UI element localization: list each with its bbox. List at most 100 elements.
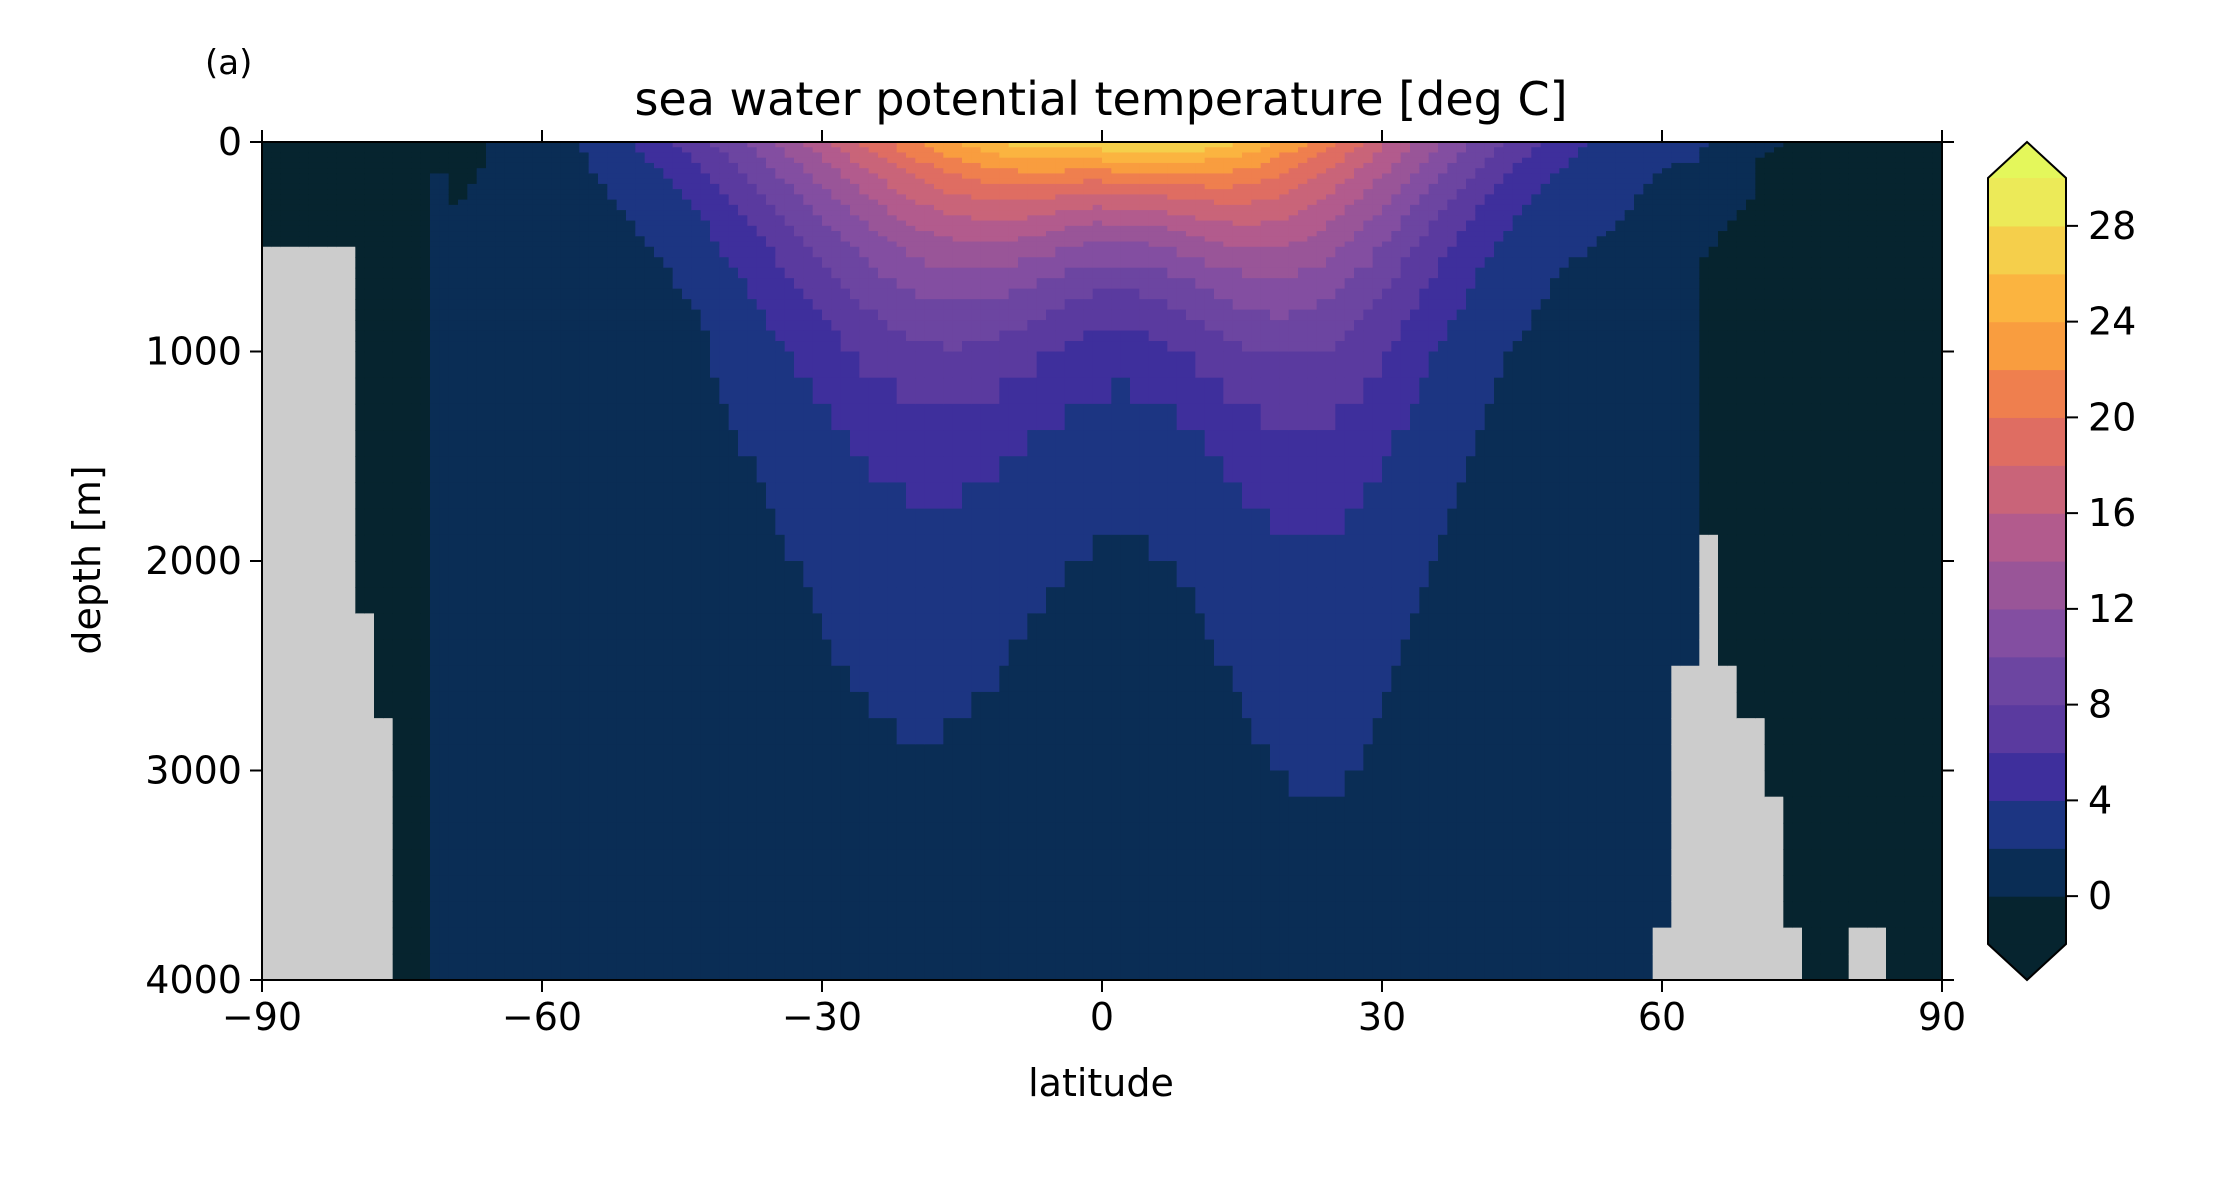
field-cell bbox=[1008, 267, 1019, 279]
field-cell bbox=[812, 225, 823, 232]
field-cell bbox=[486, 341, 496, 353]
field-cell bbox=[1083, 482, 1094, 510]
field-cell bbox=[952, 194, 963, 201]
field-cell bbox=[943, 587, 954, 614]
field-cell bbox=[383, 691, 394, 719]
field-cell bbox=[271, 351, 282, 379]
field-cell bbox=[448, 534, 459, 562]
field-cell bbox=[971, 796, 982, 824]
field-cell bbox=[868, 236, 879, 243]
field-cell bbox=[906, 204, 916, 211]
field-cell bbox=[691, 215, 702, 222]
field-cell bbox=[290, 587, 300, 614]
field-cell bbox=[420, 178, 431, 185]
field-cell bbox=[495, 173, 506, 180]
field-cell bbox=[794, 178, 804, 185]
field-cell bbox=[943, 665, 954, 693]
field-cell bbox=[896, 320, 907, 332]
field-cell bbox=[504, 189, 515, 195]
field-cell bbox=[448, 430, 459, 457]
field-cell bbox=[934, 142, 944, 148]
field-cell bbox=[1074, 267, 1084, 279]
field-cell bbox=[887, 849, 898, 876]
field-cell bbox=[682, 927, 692, 955]
field-cell bbox=[710, 534, 720, 562]
field-cell bbox=[924, 189, 935, 195]
field-cell bbox=[831, 204, 842, 211]
field-cell bbox=[1074, 241, 1084, 248]
field-cell bbox=[486, 168, 496, 175]
field-cell bbox=[607, 927, 618, 955]
field-cell bbox=[290, 210, 300, 216]
field-cell bbox=[812, 152, 823, 159]
field-cell bbox=[364, 147, 375, 154]
field-cell bbox=[607, 403, 618, 431]
field-cell bbox=[747, 231, 758, 237]
field-cell bbox=[290, 796, 300, 824]
field-cell bbox=[766, 587, 776, 614]
field-cell bbox=[308, 267, 319, 279]
field-cell bbox=[383, 534, 394, 562]
field-cell bbox=[1008, 278, 1019, 290]
field-cell bbox=[374, 299, 384, 311]
field-cell bbox=[486, 241, 496, 248]
field-cell bbox=[439, 231, 450, 237]
field-cell bbox=[990, 901, 1000, 929]
field-cell bbox=[1102, 822, 1112, 850]
field-cell bbox=[887, 152, 898, 159]
field-cell bbox=[710, 744, 720, 772]
field-cell bbox=[355, 267, 366, 279]
field-cell bbox=[448, 157, 459, 164]
field-cell bbox=[514, 162, 524, 169]
field-cell bbox=[691, 341, 702, 353]
field-cell bbox=[719, 142, 730, 148]
field-cell bbox=[402, 901, 412, 929]
field-cell bbox=[896, 639, 907, 667]
field-cell bbox=[663, 278, 674, 290]
field-cell bbox=[831, 299, 842, 311]
field-cell bbox=[579, 953, 590, 980]
field-cell bbox=[859, 236, 870, 243]
field-cell bbox=[971, 152, 982, 159]
field-cell bbox=[831, 225, 842, 232]
field-cell bbox=[308, 953, 319, 980]
field-cell bbox=[448, 162, 459, 169]
field-cell bbox=[336, 430, 347, 457]
field-cell bbox=[682, 822, 692, 850]
field-cell bbox=[1046, 953, 1056, 980]
field-cell bbox=[682, 173, 692, 180]
field-cell bbox=[728, 225, 739, 232]
field-cell bbox=[476, 534, 487, 562]
field-cell bbox=[943, 199, 954, 206]
field-cell bbox=[579, 147, 590, 154]
field-cell bbox=[719, 225, 730, 232]
field-cell bbox=[308, 157, 319, 164]
field-cell bbox=[430, 320, 440, 332]
field-cell bbox=[355, 162, 366, 169]
field-cell bbox=[784, 430, 795, 457]
field-cell bbox=[654, 341, 664, 353]
field-cell bbox=[1092, 770, 1103, 798]
field-cell bbox=[896, 508, 907, 536]
field-cell bbox=[775, 456, 786, 484]
field-cell bbox=[383, 849, 394, 876]
field-cell bbox=[906, 561, 916, 588]
field-cell bbox=[1055, 278, 1066, 290]
field-cell bbox=[392, 403, 403, 431]
field-cell bbox=[747, 288, 758, 300]
field-cell bbox=[990, 665, 1000, 693]
field-cell bbox=[1083, 173, 1094, 180]
field-cell bbox=[1018, 927, 1028, 955]
field-cell bbox=[999, 456, 1010, 484]
field-cell bbox=[290, 162, 300, 169]
field-cell bbox=[1018, 639, 1028, 667]
field-cell bbox=[467, 199, 478, 206]
field-cell bbox=[542, 288, 552, 300]
field-cell bbox=[1046, 157, 1056, 164]
field-cell bbox=[514, 796, 524, 824]
field-cell bbox=[504, 168, 515, 175]
field-cell bbox=[635, 147, 646, 154]
field-cell bbox=[1092, 173, 1103, 180]
field-cell bbox=[887, 508, 898, 536]
field-cell bbox=[803, 299, 814, 311]
